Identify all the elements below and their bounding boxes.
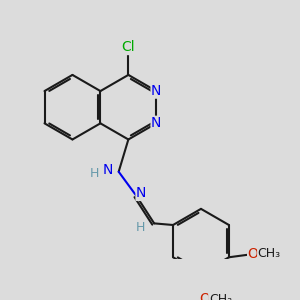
Text: O: O	[199, 292, 210, 300]
Text: H: H	[136, 221, 145, 234]
Text: N: N	[151, 84, 161, 98]
Text: CH₃: CH₃	[258, 247, 281, 260]
Text: O: O	[248, 247, 259, 261]
Text: Cl: Cl	[122, 40, 135, 55]
Text: N: N	[136, 186, 146, 200]
Text: CH₃: CH₃	[209, 293, 232, 300]
Text: N: N	[151, 116, 161, 130]
Text: N: N	[102, 163, 112, 177]
Text: H: H	[90, 167, 99, 180]
